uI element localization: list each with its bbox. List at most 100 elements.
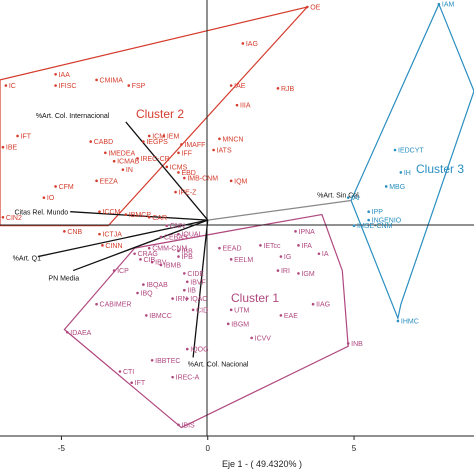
point-label: MBG bbox=[389, 184, 405, 191]
point-label: IRN bbox=[176, 296, 188, 303]
data-point bbox=[229, 308, 233, 312]
point-label: IBB bbox=[181, 248, 193, 255]
data-point bbox=[294, 230, 297, 233]
point-label: IAI bbox=[351, 195, 360, 202]
x-ticks: -5 0 5 bbox=[58, 436, 357, 453]
data-point bbox=[16, 134, 19, 138]
data-point bbox=[229, 258, 233, 261]
data-point bbox=[180, 143, 183, 146]
point-label: IAA bbox=[59, 72, 71, 79]
data-point bbox=[218, 137, 221, 141]
data-point bbox=[89, 140, 93, 143]
data-point bbox=[305, 5, 309, 9]
data-point bbox=[396, 319, 400, 323]
point-label: IIIA bbox=[240, 103, 251, 110]
data-point bbox=[147, 215, 151, 219]
data-point bbox=[171, 375, 174, 379]
point-label: IBBTEC bbox=[155, 358, 180, 365]
point-label: IFT bbox=[21, 133, 32, 140]
data-point bbox=[183, 288, 186, 292]
point-label: CIN2 bbox=[6, 215, 22, 222]
point-label: IPB bbox=[181, 254, 193, 261]
point-label: ICCM bbox=[102, 209, 120, 216]
data-point bbox=[150, 358, 154, 362]
data-point bbox=[399, 171, 403, 174]
point-label: IFF bbox=[181, 150, 192, 157]
point-label: IFA bbox=[301, 243, 312, 250]
data-point bbox=[95, 302, 98, 306]
point-label: IEM bbox=[167, 133, 180, 140]
vector-label: Citas Rel. Mundo bbox=[15, 210, 69, 217]
data-point bbox=[218, 246, 221, 250]
data-point bbox=[124, 213, 128, 216]
vector-label: %Art. Q1 bbox=[13, 256, 42, 263]
data-point bbox=[185, 347, 189, 351]
data-point bbox=[98, 232, 101, 236]
data-point bbox=[177, 171, 180, 174]
data-point bbox=[147, 246, 151, 250]
data-point bbox=[212, 148, 215, 152]
data-point bbox=[98, 210, 101, 213]
point-label: IFISC bbox=[59, 83, 77, 90]
point-label: CEBAS bbox=[164, 234, 188, 241]
data-point bbox=[241, 42, 245, 45]
point-label: IBMCC bbox=[149, 313, 172, 320]
point-label: ICVV bbox=[255, 335, 272, 342]
point-label: EELM bbox=[234, 257, 253, 264]
data-points: IDAEACABIMERICPIBQIBQABIBMCCCTIIFTIBBTEC… bbox=[1, 2, 455, 429]
data-point bbox=[174, 190, 177, 194]
vector-line bbox=[72, 219, 208, 272]
point-label: IBE bbox=[6, 145, 18, 152]
data-point bbox=[177, 249, 180, 253]
data-point bbox=[346, 196, 350, 199]
data-point bbox=[185, 297, 189, 300]
data-point bbox=[147, 134, 151, 138]
point-label: CID bbox=[196, 307, 208, 314]
data-point bbox=[229, 84, 233, 87]
data-point bbox=[183, 176, 186, 180]
point-label: IMSE-CNM bbox=[357, 223, 393, 230]
data-point bbox=[65, 330, 69, 334]
point-label: CABIMER bbox=[100, 302, 132, 309]
point-label: IQAC bbox=[190, 296, 207, 303]
point-label: IIAG bbox=[316, 302, 330, 309]
point-label: ICP bbox=[117, 268, 129, 275]
point-label: IBGM bbox=[231, 321, 249, 328]
data-point bbox=[235, 103, 239, 107]
data-point bbox=[159, 235, 163, 239]
data-point bbox=[185, 280, 189, 284]
point-label: IREC-A bbox=[176, 375, 200, 382]
cluster-title-1: Cluster 1 bbox=[231, 291, 279, 305]
data-point bbox=[250, 336, 253, 340]
point-label: OE bbox=[310, 5, 320, 12]
vector-line bbox=[125, 121, 209, 221]
data-point bbox=[95, 78, 98, 82]
data-point bbox=[142, 140, 145, 143]
data-point bbox=[121, 168, 125, 171]
data-point bbox=[101, 244, 104, 247]
data-point bbox=[297, 272, 300, 275]
point-label: IEGPS bbox=[146, 139, 168, 146]
point-label: CFM bbox=[59, 184, 74, 191]
point-label: MNCN bbox=[222, 136, 243, 143]
data-point bbox=[54, 73, 57, 76]
data-point bbox=[142, 283, 145, 286]
data-point bbox=[384, 185, 388, 188]
point-label: IPP bbox=[372, 209, 384, 216]
point-label: CAR bbox=[152, 215, 167, 222]
point-label: IMEDEA bbox=[108, 150, 135, 157]
point-label: RJB bbox=[281, 86, 295, 93]
data-point bbox=[159, 263, 163, 267]
point-label: IHMC bbox=[401, 319, 419, 326]
point-label: IDAEA bbox=[70, 330, 91, 337]
cluster-hull-3 bbox=[350, 2, 474, 321]
data-point bbox=[226, 322, 230, 326]
point-label: IPNA bbox=[299, 229, 316, 236]
data-point bbox=[177, 423, 180, 427]
data-point bbox=[311, 302, 315, 306]
point-label: CIB bbox=[143, 257, 155, 264]
data-point bbox=[150, 260, 154, 264]
data-point bbox=[130, 381, 133, 385]
data-point bbox=[136, 291, 139, 295]
